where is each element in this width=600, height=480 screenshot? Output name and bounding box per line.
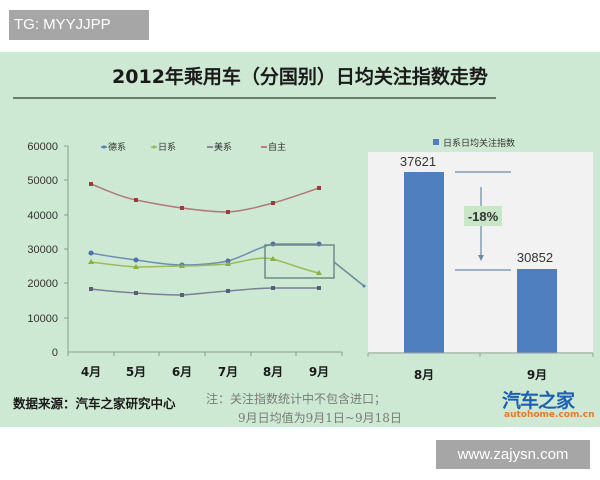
bar-x-labels: 8月 9月 <box>414 368 547 382</box>
footnote-line-2: 9月日均值为9月1日~9月18日 <box>238 411 402 425</box>
line-chart-x-axis <box>67 351 343 356</box>
title-divider <box>13 97 496 99</box>
series-american <box>89 286 321 297</box>
svg-text:30000: 30000 <box>27 244 58 256</box>
svg-text:30852: 30852 <box>517 250 553 265</box>
svg-text:8月: 8月 <box>414 368 434 382</box>
svg-text:4月: 4月 <box>81 365 101 379</box>
legend-item-japanese: 日系 <box>151 142 176 153</box>
svg-text:美系: 美系 <box>214 141 232 153</box>
line-chart-y-axis <box>64 145 69 352</box>
footnote-line-1: 注：关注指数统计中不包含进口； <box>206 392 387 406</box>
autohome-url: autohome.com.cn <box>504 410 595 420</box>
svg-text:0: 0 <box>52 347 58 359</box>
line-legend: 德系 日系 美系 自主 <box>101 141 286 153</box>
x-tick-labels: 4月 5月 6月 7月 8月 9月 <box>81 365 329 379</box>
svg-text:37621: 37621 <box>400 154 436 169</box>
autohome-logo: 汽车之家 <box>502 390 575 412</box>
svg-text:40000: 40000 <box>27 210 58 222</box>
svg-text:9月: 9月 <box>309 365 329 379</box>
svg-text:日系: 日系 <box>158 142 176 153</box>
svg-text:6月: 6月 <box>172 365 192 379</box>
highlight-box <box>264 244 366 288</box>
watermark-top: TG: MYYJJPP <box>9 10 149 40</box>
legend-item-american: 美系 <box>207 141 232 153</box>
svg-text:-18%: -18% <box>468 209 499 224</box>
bar-legend: 日系日均关注指数 <box>433 137 515 149</box>
svg-text:自主: 自主 <box>268 141 286 153</box>
svg-text:7月: 7月 <box>218 365 238 379</box>
bar-x-axis <box>367 352 594 357</box>
bar-9-month: 30852 <box>517 250 557 353</box>
series-domestic <box>89 182 321 214</box>
svg-text:10000: 10000 <box>27 313 58 325</box>
y-tick-labels: 0 10000 20000 30000 40000 50000 60000 <box>27 141 58 359</box>
chart-title: 2012年乘用车（分国别）日均关注指数走势 <box>112 66 488 88</box>
svg-text:50000: 50000 <box>27 175 58 187</box>
svg-text:20000: 20000 <box>27 278 58 290</box>
svg-text:5月: 5月 <box>126 365 146 379</box>
data-source: 数据来源：汽车之家研究中心 <box>13 396 176 411</box>
legend-item-german: 德系 <box>101 141 126 153</box>
series-japanese <box>88 256 322 275</box>
svg-text:8月: 8月 <box>263 365 283 379</box>
legend-item-domestic: 自主 <box>261 141 286 153</box>
bar-8-month: 37621 <box>400 154 444 353</box>
watermark-bottom: www.zajysn.com <box>436 440 590 469</box>
svg-text:德系: 德系 <box>108 141 126 153</box>
svg-text:9月: 9月 <box>527 368 547 382</box>
bar-change-annotation: -18% <box>455 171 511 271</box>
svg-text:60000: 60000 <box>27 141 58 153</box>
svg-text:日系日均关注指数: 日系日均关注指数 <box>443 137 515 149</box>
